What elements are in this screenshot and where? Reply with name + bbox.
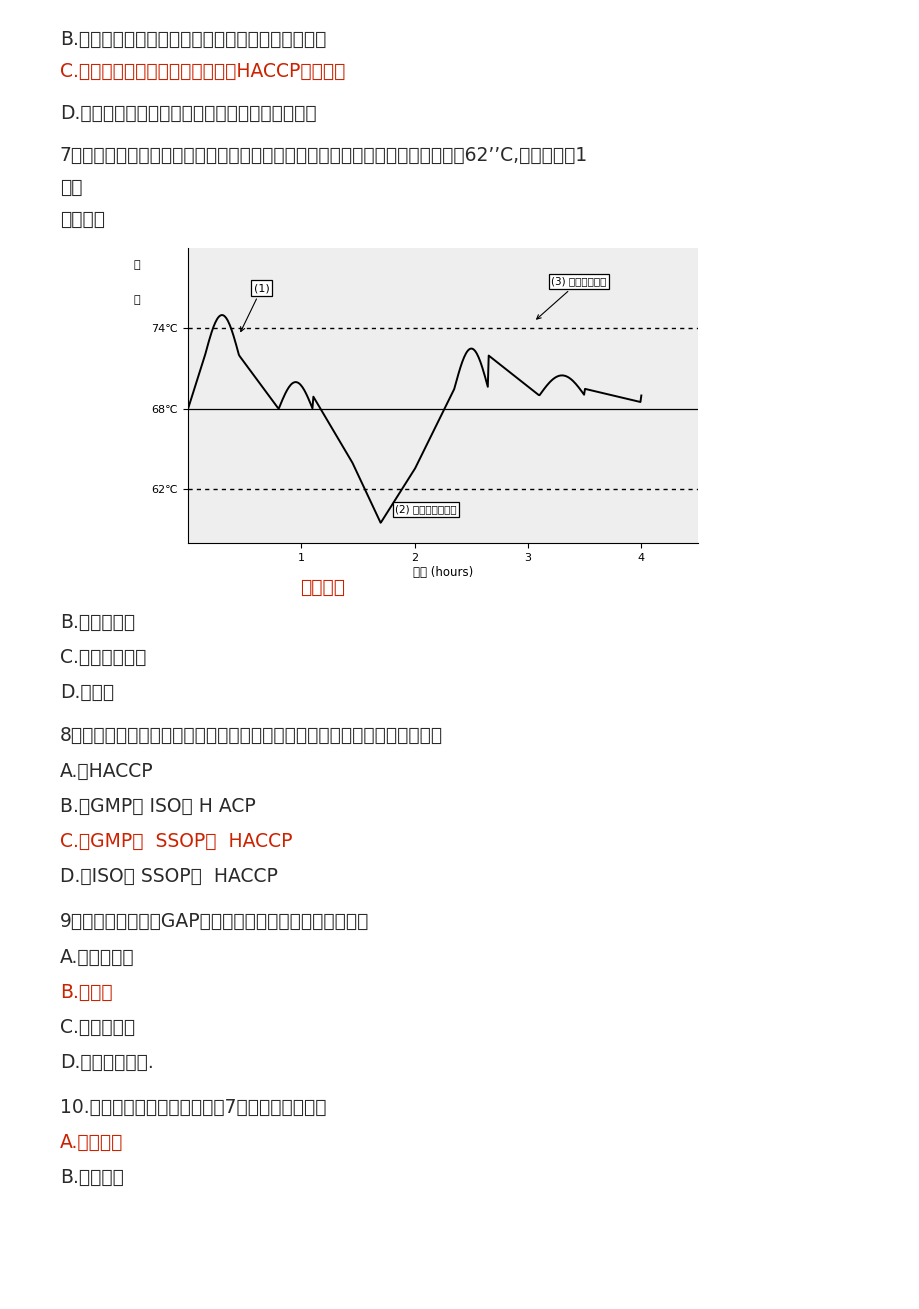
Text: D.　如果产品超出规格说明书要求所要采取的检查: D. 如果产品超出规格说明书要求所要采取的检查 bbox=[60, 103, 316, 123]
Text: (2) 不可接受的偏差: (2) 不可接受的偏差 bbox=[395, 504, 457, 514]
Text: C.　独立检查以确定该体系是否与HACCP计划一致: C. 独立检查以确定该体系是否与HACCP计划一致 bbox=[60, 62, 345, 81]
Text: B.　关键限値: B. 关键限値 bbox=[60, 613, 135, 632]
Text: 10.不属于统计过程控制常用的7种工具的是（）。: 10.不属于统计过程控制常用的7种工具的是（）。 bbox=[60, 1098, 326, 1117]
Text: B.　GMP、 ISO、 H ACP: B. GMP、 ISO、 H ACP bbox=[60, 797, 255, 816]
Text: ）处: ）处 bbox=[60, 178, 83, 196]
Text: C.　野生生物: C. 野生生物 bbox=[60, 1018, 135, 1037]
Text: 温: 温 bbox=[133, 259, 141, 270]
Text: D.　废弃物处理.: D. 废弃物处理. bbox=[60, 1052, 153, 1072]
Text: A.　饼形图: A. 饼形图 bbox=[60, 1134, 123, 1152]
Text: D.　ISO、 SSOP、  HACCP: D. ISO、 SSOP、 HACCP bbox=[60, 867, 278, 886]
Text: 7．下图表明在一定时间内测定食品的加热温度，保证食品安全的最低加热温度是62’’C,图中方框（1: 7．下图表明在一定时间内测定食品的加热温度，保证食品安全的最低加热温度是62’’… bbox=[60, 147, 587, 165]
Text: (3) 正常加热温度: (3) 正常加热温度 bbox=[536, 276, 606, 319]
X-axis label: 时间 (hours): 时间 (hours) bbox=[413, 565, 472, 579]
Text: 为（）。: 为（）。 bbox=[60, 209, 105, 229]
Text: (1): (1) bbox=[241, 283, 269, 331]
Text: A.　作物保护: A. 作物保护 bbox=[60, 948, 134, 967]
Text: B.　为确保产品安全和质量总是受控而要遵守的程序: B. 为确保产品安全和质量总是受控而要遵守的程序 bbox=[60, 30, 326, 48]
Text: 8．为有效保证终产品安全，农产品加工企业应具备的基本管理体系是（）。: 8．为有效保证终产品安全，农产品加工企业应具备的基本管理体系是（）。 bbox=[60, 726, 443, 745]
Text: B.　柱形图: B. 柱形图 bbox=[60, 1168, 124, 1187]
Text: B.　气候: B. 气候 bbox=[60, 983, 112, 1001]
Text: C.　关键控制点: C. 关键控制点 bbox=[60, 648, 146, 668]
Text: D.　危害: D. 危害 bbox=[60, 683, 114, 702]
Text: 9．良好农业规范（GAP）的框架内容中不涉及的是（）。: 9．良好农业规范（GAP）的框架内容中不涉及的是（）。 bbox=[60, 912, 369, 931]
Text: 度: 度 bbox=[133, 296, 141, 305]
Text: A.　HACCP: A. HACCP bbox=[60, 762, 153, 781]
Text: 目标温度: 目标温度 bbox=[300, 579, 345, 597]
Text: C.　GMP、  SSOP、  HACCP: C. GMP、 SSOP、 HACCP bbox=[60, 833, 292, 851]
